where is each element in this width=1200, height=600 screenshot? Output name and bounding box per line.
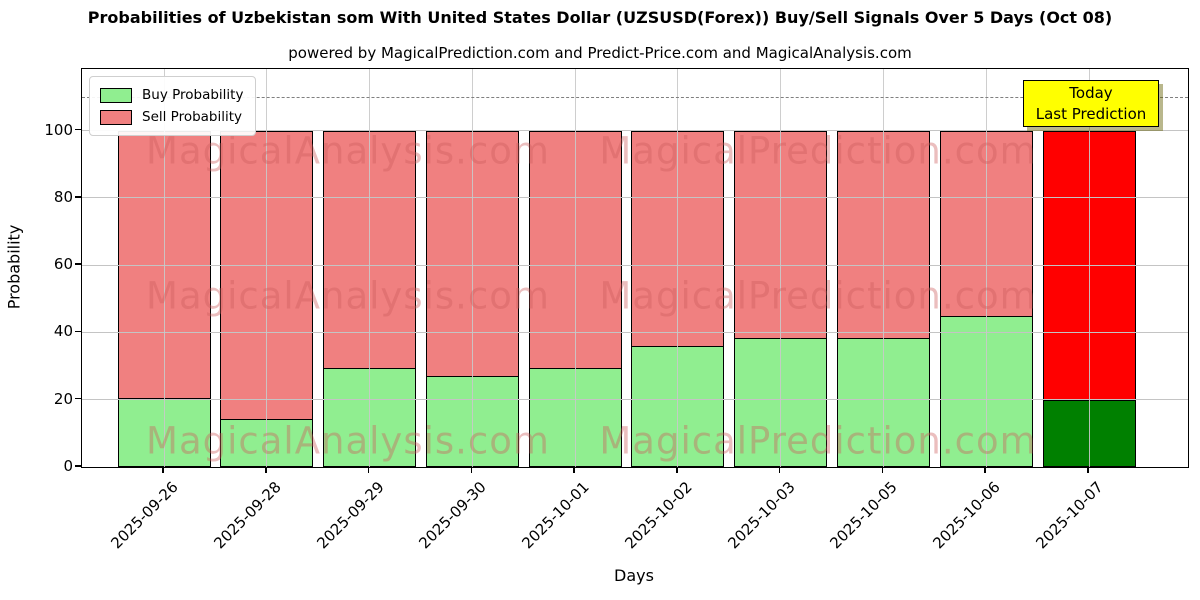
- x-tick-label: 2025-09-29: [312, 478, 388, 553]
- x-gridline: [677, 69, 679, 467]
- x-tick-label: 2025-10-05: [826, 478, 902, 553]
- x-gridline: [574, 69, 576, 467]
- plot-area: Buy Probability Sell Probability Today L…: [81, 68, 1189, 468]
- sell-swatch-icon: [100, 109, 132, 125]
- x-tick: [881, 467, 884, 473]
- legend-entry-sell: Sell Probability: [100, 106, 243, 128]
- x-gridline: [266, 69, 268, 467]
- y-tick-label: 40: [53, 322, 73, 341]
- x-gridline: [985, 69, 987, 467]
- today-annotation-line1: Today: [1069, 83, 1113, 102]
- x-gridline: [780, 69, 782, 467]
- x-tick: [984, 467, 986, 473]
- x-tick-label: 2025-10-07: [1032, 478, 1107, 553]
- y-tick-label: 60: [53, 255, 73, 274]
- x-tick-label: 2025-10-02: [621, 478, 696, 553]
- buy-swatch-icon: [100, 87, 132, 103]
- today-annotation: Today Last Prediction: [1023, 80, 1159, 127]
- x-tick-label: 2025-10-03: [724, 478, 799, 553]
- y-gridline: [82, 264, 1188, 266]
- y-tick-label: 20: [53, 389, 73, 408]
- x-gridline: [369, 69, 371, 467]
- legend: Buy Probability Sell Probability: [89, 76, 257, 136]
- watermark-right: MagicalPrediction.com: [599, 419, 1037, 463]
- y-tick: [75, 397, 81, 400]
- x-axis-label: Days: [614, 566, 654, 585]
- y-tick: [75, 465, 81, 467]
- legend-entry-buy: Buy Probability: [100, 84, 243, 106]
- watermark-right: MagicalPrediction.com: [599, 129, 1037, 173]
- y-gridline: [82, 197, 1188, 199]
- x-gridline: [163, 69, 165, 467]
- watermark-right: MagicalPrediction.com: [599, 274, 1037, 318]
- y-tick: [75, 196, 81, 198]
- y-gridline: [82, 331, 1188, 333]
- legend-label-buy: Buy Probability: [142, 87, 244, 103]
- y-tick-label: 100: [44, 120, 73, 139]
- watermark-left: MagicalAnalysis.com: [146, 419, 550, 463]
- chart-subtitle: powered by MagicalPrediction.com and Pre…: [288, 44, 912, 62]
- y-tick: [75, 330, 81, 333]
- y-tick-label: 0: [63, 457, 73, 475]
- y-gridline: [82, 130, 1188, 132]
- y-tick: [75, 128, 81, 131]
- x-tick: [1087, 467, 1089, 473]
- watermark-left: MagicalAnalysis.com: [146, 129, 550, 173]
- x-tick-label: 2025-09-26: [107, 478, 182, 553]
- chart-title: Probabilities of Uzbekistan som With Uni…: [87, 8, 1113, 27]
- y-tick: [75, 263, 81, 265]
- x-tick: [265, 467, 267, 473]
- today-annotation-line2: Last Prediction: [1035, 104, 1147, 123]
- x-gridline: [1088, 69, 1090, 467]
- x-tick-label: 2025-09-28: [210, 478, 285, 553]
- legend-label-sell: Sell Probability: [142, 109, 243, 125]
- x-gridline: [882, 69, 884, 467]
- x-tick: [573, 467, 575, 473]
- x-tick: [778, 467, 781, 473]
- x-tick: [162, 467, 164, 473]
- x-tick: [470, 467, 473, 473]
- x-tick-label: 2025-10-06: [929, 478, 1004, 553]
- x-tick: [367, 467, 370, 473]
- x-tick: [676, 467, 678, 473]
- watermark-left: MagicalAnalysis.com: [146, 274, 550, 318]
- y-gridline: [82, 399, 1188, 401]
- dashed-threshold-line: [82, 96, 1188, 98]
- x-tick-label: 2025-09-30: [415, 478, 491, 553]
- y-tick-label: 80: [53, 187, 73, 206]
- x-tick-label: 2025-10-01: [518, 478, 593, 553]
- x-gridline: [471, 69, 473, 467]
